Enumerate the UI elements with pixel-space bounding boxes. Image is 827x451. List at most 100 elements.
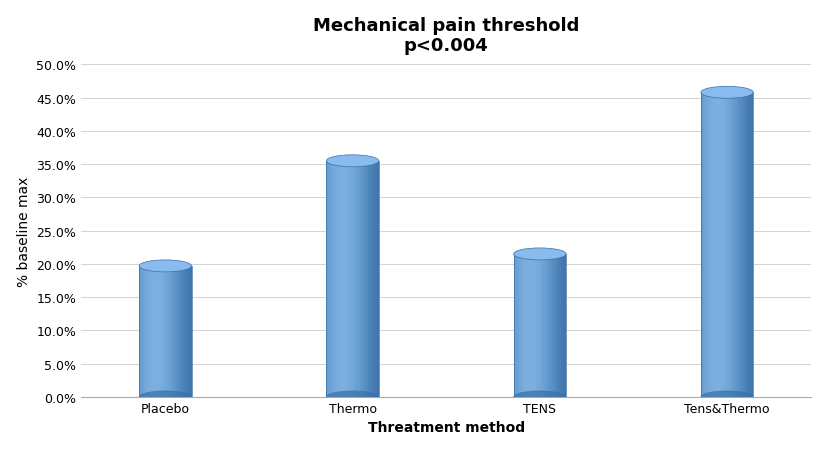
- Bar: [357, 161, 359, 397]
- Bar: [370, 161, 371, 397]
- Bar: [335, 161, 337, 397]
- Bar: [352, 161, 354, 397]
- Bar: [729, 93, 731, 397]
- Bar: [175, 266, 177, 397]
- Title: Mechanical pain threshold
p<0.004: Mechanical pain threshold p<0.004: [313, 17, 579, 55]
- Bar: [342, 161, 343, 397]
- Ellipse shape: [139, 260, 191, 272]
- Bar: [184, 266, 186, 397]
- Bar: [329, 161, 332, 397]
- Bar: [555, 254, 557, 397]
- Ellipse shape: [139, 391, 191, 403]
- Bar: [564, 254, 566, 397]
- Bar: [345, 161, 347, 397]
- Bar: [700, 93, 753, 397]
- Bar: [356, 161, 357, 397]
- Bar: [337, 161, 338, 397]
- Bar: [552, 254, 553, 397]
- Ellipse shape: [700, 391, 753, 403]
- Bar: [351, 161, 352, 397]
- Bar: [735, 93, 737, 397]
- Bar: [170, 266, 172, 397]
- Bar: [326, 161, 378, 397]
- Bar: [340, 161, 342, 397]
- Bar: [375, 161, 376, 397]
- Bar: [538, 254, 539, 397]
- Ellipse shape: [513, 391, 566, 403]
- Bar: [139, 266, 141, 397]
- Bar: [707, 93, 709, 397]
- Bar: [169, 266, 170, 397]
- Bar: [734, 93, 735, 397]
- Bar: [146, 266, 148, 397]
- Bar: [161, 266, 164, 397]
- Bar: [513, 254, 566, 397]
- Bar: [519, 254, 520, 397]
- Bar: [155, 266, 156, 397]
- Bar: [536, 254, 538, 397]
- Bar: [721, 93, 723, 397]
- Bar: [715, 93, 718, 397]
- Bar: [151, 266, 153, 397]
- Bar: [183, 266, 184, 397]
- Bar: [743, 93, 745, 397]
- Bar: [188, 266, 189, 397]
- Bar: [347, 161, 349, 397]
- Bar: [553, 254, 555, 397]
- Bar: [513, 254, 514, 397]
- Ellipse shape: [326, 156, 378, 167]
- Bar: [148, 266, 150, 397]
- Bar: [338, 161, 340, 397]
- Bar: [158, 266, 160, 397]
- Bar: [177, 266, 179, 397]
- Bar: [359, 161, 361, 397]
- Ellipse shape: [513, 249, 566, 260]
- Bar: [719, 93, 721, 397]
- Bar: [557, 254, 558, 397]
- Bar: [751, 93, 753, 397]
- Bar: [172, 266, 174, 397]
- Bar: [700, 93, 702, 397]
- Bar: [164, 266, 165, 397]
- Bar: [562, 254, 564, 397]
- Bar: [165, 266, 167, 397]
- Bar: [527, 254, 528, 397]
- Bar: [705, 93, 707, 397]
- Bar: [745, 93, 747, 397]
- Bar: [333, 161, 335, 397]
- Bar: [710, 93, 712, 397]
- Bar: [726, 93, 728, 397]
- Bar: [181, 266, 183, 397]
- Bar: [522, 254, 523, 397]
- Bar: [749, 93, 751, 397]
- Bar: [332, 161, 333, 397]
- Bar: [543, 254, 544, 397]
- Bar: [740, 93, 742, 397]
- Bar: [174, 266, 175, 397]
- Bar: [153, 266, 155, 397]
- Bar: [739, 93, 740, 397]
- Bar: [724, 93, 726, 397]
- Bar: [354, 161, 356, 397]
- Bar: [709, 93, 710, 397]
- Bar: [361, 161, 362, 397]
- Bar: [520, 254, 522, 397]
- Bar: [742, 93, 743, 397]
- Bar: [548, 254, 550, 397]
- Bar: [539, 254, 541, 397]
- Bar: [731, 93, 734, 397]
- Bar: [186, 266, 188, 397]
- Bar: [530, 254, 533, 397]
- Bar: [718, 93, 719, 397]
- Bar: [712, 93, 714, 397]
- Bar: [723, 93, 724, 397]
- Bar: [179, 266, 181, 397]
- Bar: [167, 266, 169, 397]
- Bar: [517, 254, 519, 397]
- Ellipse shape: [326, 391, 378, 403]
- Bar: [150, 266, 151, 397]
- Bar: [541, 254, 543, 397]
- Bar: [534, 254, 536, 397]
- Bar: [728, 93, 729, 397]
- Bar: [704, 93, 705, 397]
